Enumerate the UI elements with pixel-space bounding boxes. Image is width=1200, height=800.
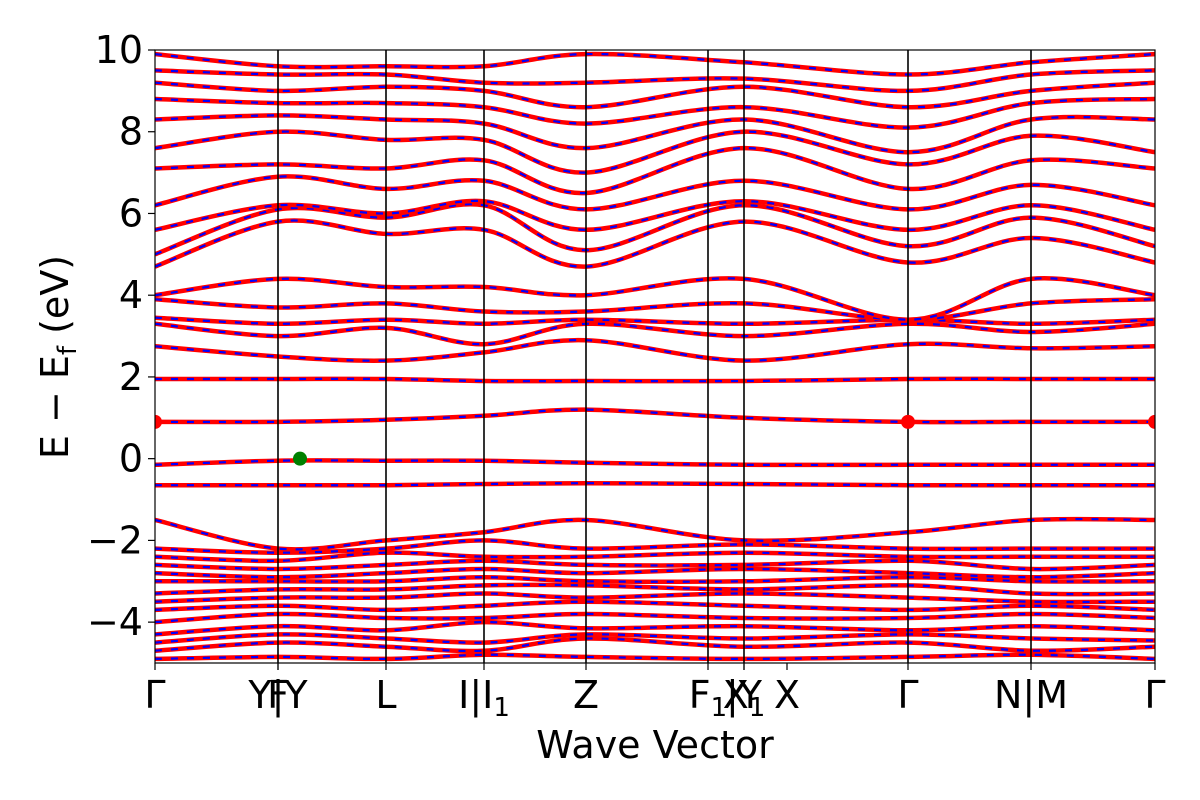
y-axis-title-unit: (eV) xyxy=(33,255,77,346)
band-line-dashed xyxy=(155,567,1155,579)
band-line-dashed xyxy=(155,408,1155,424)
band-line-dashed xyxy=(155,482,1155,487)
band-line-dashed xyxy=(155,539,1155,554)
band-line-dashed xyxy=(155,298,1155,321)
y-tick-label: 10 xyxy=(95,28,143,72)
band-line-dashed xyxy=(155,517,1155,551)
y-tick-label: −2 xyxy=(87,518,143,562)
band-line xyxy=(155,113,1155,155)
band-line-dashed xyxy=(155,81,1155,109)
band-line xyxy=(155,218,1155,269)
band-line-dashed xyxy=(155,377,1155,383)
x-tick-label: I|I1 xyxy=(458,673,510,723)
y-tick-label: −4 xyxy=(87,600,143,644)
band-marker xyxy=(155,414,162,429)
band-line-dashed xyxy=(155,69,1155,93)
y-axis-title-sub: f xyxy=(53,345,83,355)
band-line-dashed xyxy=(155,219,1155,268)
x-tick-label: X xyxy=(774,673,800,717)
x-axis-title: Wave Vector xyxy=(536,723,774,767)
x-tick-label: |Y xyxy=(726,673,763,718)
band-line-dashed xyxy=(155,316,1155,325)
band-line xyxy=(155,202,1155,257)
x-tick-label: F xyxy=(267,673,289,717)
band-line-dashed xyxy=(155,583,1155,596)
band-line xyxy=(155,198,1155,233)
band-line-dashed xyxy=(155,97,1155,129)
band-line-dashed xyxy=(155,576,1155,583)
band-line-dashed xyxy=(155,52,1155,76)
band-line xyxy=(155,276,1155,322)
band-line-dashed xyxy=(155,322,1155,346)
band-line-dashed xyxy=(155,175,1155,211)
band-line-dashed xyxy=(155,551,1155,562)
plot-frame xyxy=(154,49,1156,664)
band-line xyxy=(155,297,1155,322)
y-axis-title-main: E − E xyxy=(33,355,77,459)
band-markers xyxy=(155,414,1155,466)
x-tick-label: Γ xyxy=(897,673,918,717)
band-line-dashed xyxy=(155,600,1155,612)
x-tick-label: Z xyxy=(573,673,599,717)
y-axis-title: E − Ef (eV) xyxy=(33,255,83,459)
band-marker xyxy=(901,414,915,429)
y-tick-label: 6 xyxy=(119,191,143,235)
x-tick-label: F1 xyxy=(689,673,727,723)
band-line-dashed xyxy=(155,559,1155,571)
x-tick-label: N|M xyxy=(994,673,1068,718)
band-line-dashed xyxy=(155,130,1155,174)
y-tick-label: 8 xyxy=(119,110,143,154)
x-tick-label: X1 xyxy=(723,673,766,723)
band-line-dashed xyxy=(155,338,1155,362)
band-line-dashed xyxy=(155,612,1155,624)
y-tick-label: 0 xyxy=(119,437,143,481)
x-tick-label: L xyxy=(375,673,396,717)
band-line-dashed xyxy=(155,620,1155,636)
band-line-dashed xyxy=(155,199,1155,231)
kpoint-dividers xyxy=(277,50,1032,663)
x-tick-label: Γ xyxy=(144,673,165,717)
x-tick-label: Y|Y xyxy=(247,673,308,718)
band-line-dashed xyxy=(155,653,1155,661)
x-tick-label: Γ xyxy=(1144,673,1165,717)
band-line-dashed xyxy=(155,637,1155,653)
band-line-dashed xyxy=(155,459,1155,467)
band-line xyxy=(155,407,1155,425)
y-tick-label: 4 xyxy=(119,273,143,317)
band-line-dashed xyxy=(155,592,1155,604)
y-axis-ticks: −4 −2 0 2 4 6 8 10 xyxy=(87,28,155,644)
energy-bands xyxy=(155,51,1155,662)
band-line-dashed xyxy=(155,633,1155,644)
y-tick-label: 2 xyxy=(119,355,143,399)
band-line-dashed xyxy=(155,146,1155,195)
band-marker xyxy=(1148,414,1155,429)
band-marker xyxy=(293,451,307,466)
